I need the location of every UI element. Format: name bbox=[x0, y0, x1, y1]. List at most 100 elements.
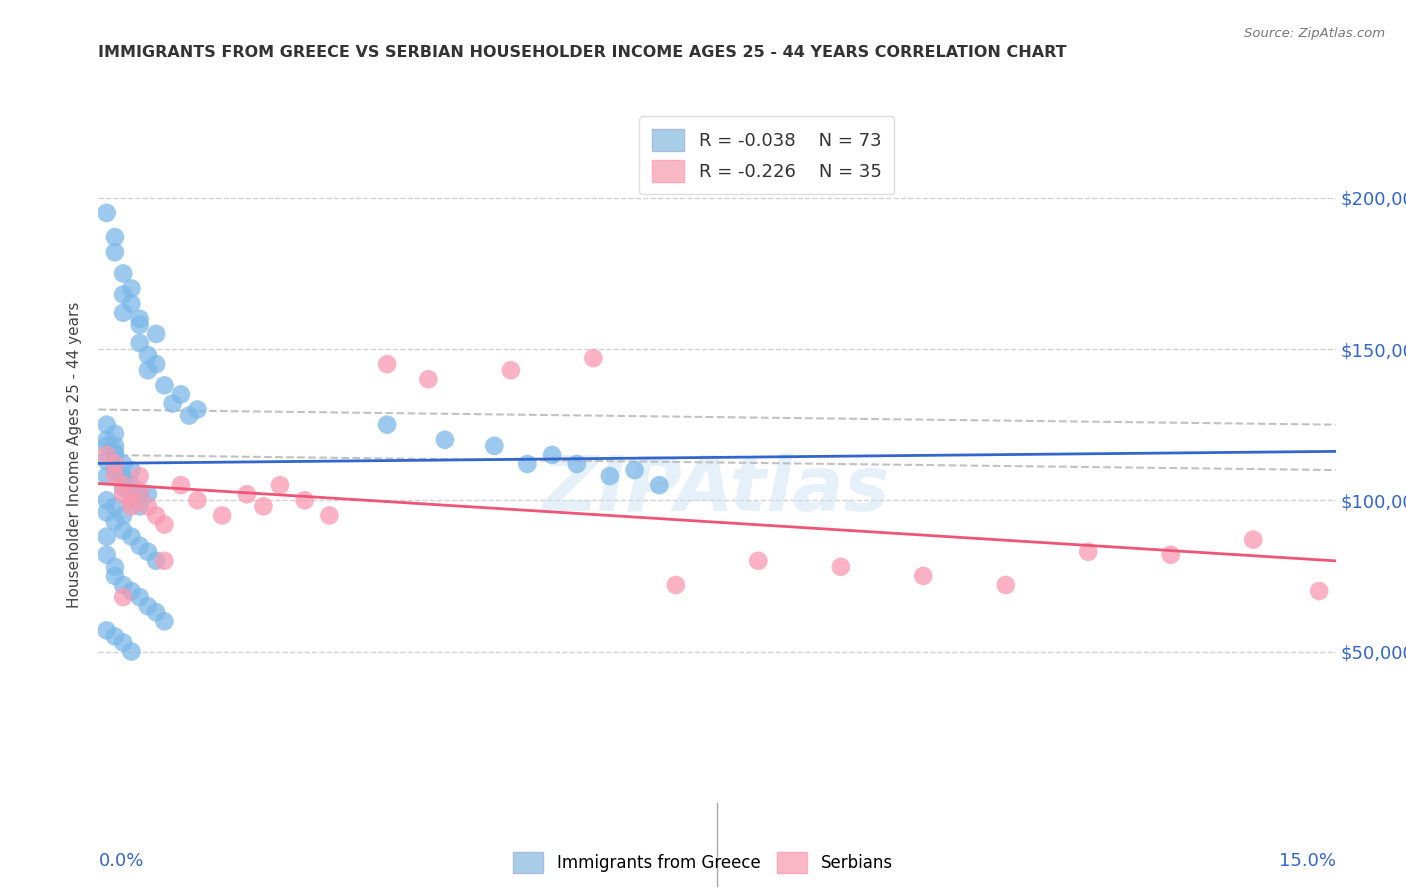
Point bbox=[1160, 548, 1182, 562]
Point bbox=[236, 487, 259, 501]
Point bbox=[120, 644, 142, 658]
Point bbox=[96, 505, 118, 519]
Point bbox=[136, 545, 159, 559]
Point bbox=[120, 530, 142, 544]
Point bbox=[418, 372, 440, 386]
Point bbox=[112, 472, 135, 486]
Point bbox=[112, 287, 135, 301]
Text: Source: ZipAtlas.com: Source: ZipAtlas.com bbox=[1244, 27, 1385, 40]
Point bbox=[128, 500, 150, 514]
Point bbox=[128, 318, 150, 332]
Point bbox=[665, 578, 688, 592]
Point bbox=[145, 554, 167, 568]
Y-axis label: Householder Income Ages 25 - 44 years: Householder Income Ages 25 - 44 years bbox=[67, 301, 83, 608]
Point bbox=[136, 487, 159, 501]
Point bbox=[128, 336, 150, 351]
Point bbox=[120, 296, 142, 310]
Point bbox=[912, 569, 935, 583]
Point bbox=[170, 387, 193, 401]
Point bbox=[104, 569, 127, 583]
Point bbox=[375, 417, 398, 432]
Point bbox=[104, 463, 127, 477]
Point bbox=[211, 508, 233, 523]
Point bbox=[120, 281, 142, 295]
Point bbox=[252, 500, 274, 514]
Point bbox=[375, 357, 398, 371]
Text: ZIPAtlas: ZIPAtlas bbox=[543, 453, 891, 526]
Point bbox=[112, 478, 135, 492]
Legend: Immigrants from Greece, Serbians: Immigrants from Greece, Serbians bbox=[506, 846, 900, 880]
Point bbox=[120, 493, 142, 508]
Point bbox=[484, 439, 506, 453]
Point bbox=[186, 493, 208, 508]
Point bbox=[623, 463, 645, 477]
Point bbox=[136, 363, 159, 377]
Point bbox=[112, 457, 135, 471]
Point bbox=[120, 478, 142, 492]
Point bbox=[128, 539, 150, 553]
Point bbox=[136, 500, 159, 514]
Point bbox=[145, 326, 167, 341]
Point bbox=[120, 500, 142, 514]
Point bbox=[104, 469, 127, 483]
Text: 0.0%: 0.0% bbox=[98, 852, 143, 870]
Point bbox=[136, 348, 159, 362]
Point bbox=[599, 469, 621, 483]
Point bbox=[96, 206, 118, 220]
Point bbox=[104, 245, 127, 260]
Point bbox=[120, 584, 142, 599]
Point bbox=[145, 508, 167, 523]
Point bbox=[153, 615, 176, 629]
Point bbox=[112, 524, 135, 538]
Text: IMMIGRANTS FROM GREECE VS SERBIAN HOUSEHOLDER INCOME AGES 25 - 44 YEARS CORRELAT: IMMIGRANTS FROM GREECE VS SERBIAN HOUSEH… bbox=[98, 45, 1067, 60]
Point bbox=[128, 469, 150, 483]
Point bbox=[96, 493, 118, 508]
Point bbox=[128, 484, 150, 499]
Point bbox=[294, 493, 316, 508]
Point bbox=[96, 454, 118, 468]
Point bbox=[96, 439, 118, 453]
Point bbox=[104, 439, 127, 453]
Point bbox=[104, 515, 127, 529]
Point bbox=[153, 517, 176, 532]
Point bbox=[112, 267, 135, 281]
Point bbox=[162, 396, 184, 410]
Point bbox=[1077, 545, 1099, 559]
Point bbox=[1241, 533, 1264, 547]
Point bbox=[104, 445, 127, 459]
Point bbox=[96, 448, 118, 462]
Point bbox=[153, 554, 176, 568]
Point bbox=[96, 433, 118, 447]
Point bbox=[96, 530, 118, 544]
Point bbox=[516, 457, 538, 471]
Point bbox=[112, 508, 135, 523]
Point bbox=[96, 548, 118, 562]
Point bbox=[170, 478, 193, 492]
Point bbox=[499, 363, 522, 377]
Point bbox=[120, 493, 142, 508]
Point bbox=[565, 457, 588, 471]
Point bbox=[112, 469, 135, 483]
Point bbox=[541, 448, 564, 462]
Point bbox=[1308, 584, 1330, 599]
Point bbox=[104, 448, 127, 462]
Point bbox=[104, 500, 127, 514]
Point bbox=[433, 433, 456, 447]
Point bbox=[112, 487, 135, 501]
Point bbox=[145, 605, 167, 619]
Point bbox=[120, 463, 142, 477]
Point bbox=[112, 578, 135, 592]
Point bbox=[582, 351, 605, 365]
Point bbox=[128, 590, 150, 604]
Text: 15.0%: 15.0% bbox=[1278, 852, 1336, 870]
Point bbox=[648, 478, 671, 492]
Point bbox=[104, 426, 127, 441]
Point bbox=[104, 559, 127, 574]
Legend: R = -0.038    N = 73, R = -0.226    N = 35: R = -0.038 N = 73, R = -0.226 N = 35 bbox=[638, 116, 894, 194]
Point bbox=[96, 417, 118, 432]
Point bbox=[318, 508, 340, 523]
Point bbox=[112, 481, 135, 495]
Point bbox=[186, 402, 208, 417]
Point bbox=[104, 629, 127, 643]
Point bbox=[179, 409, 201, 423]
